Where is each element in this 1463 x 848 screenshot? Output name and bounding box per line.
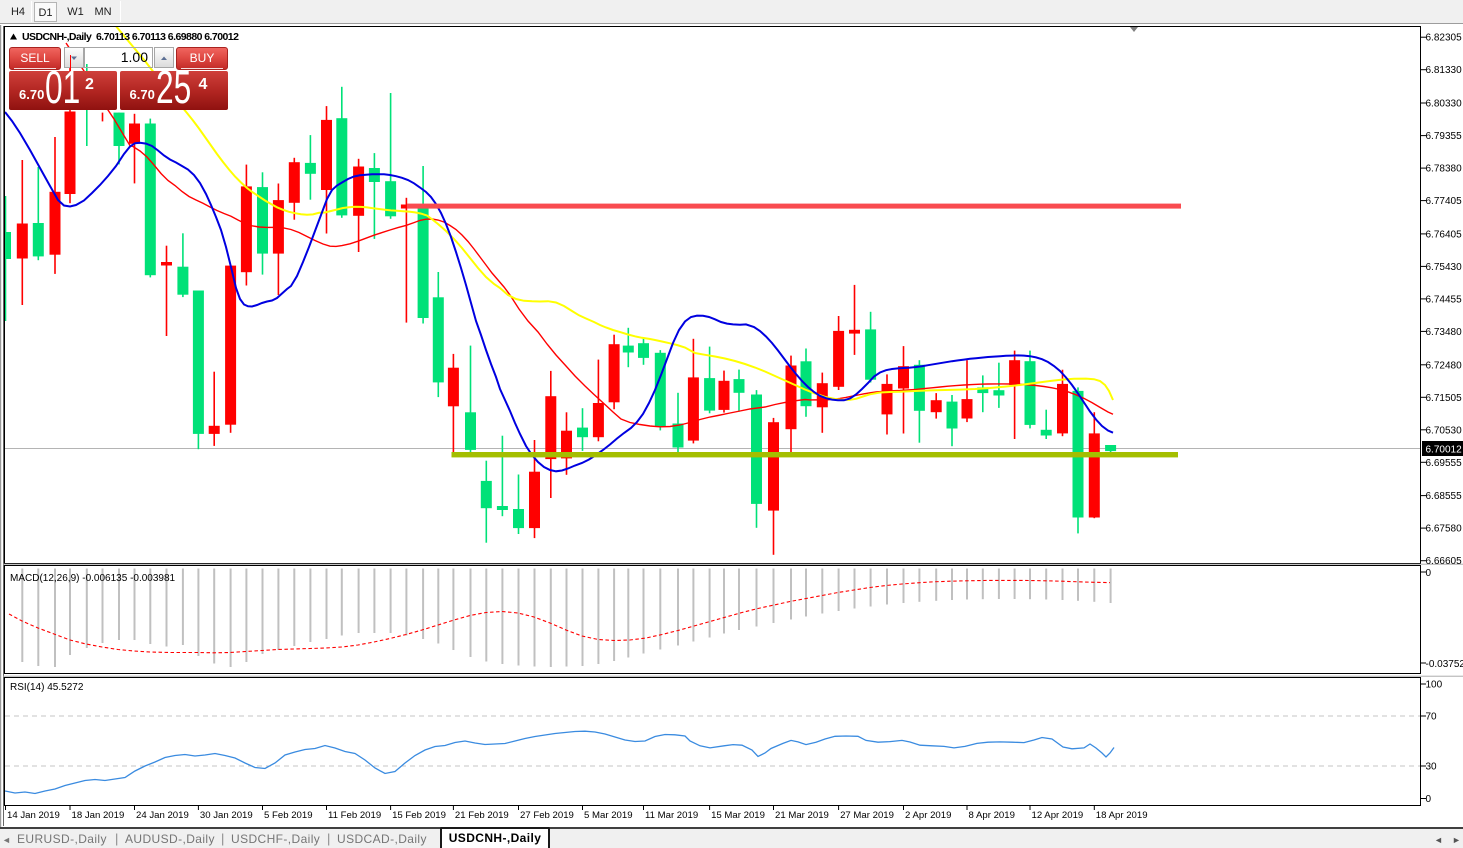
svg-text:18 Apr 2019: 18 Apr 2019 <box>1096 810 1148 821</box>
svg-text:6.74455: 6.74455 <box>1426 294 1463 305</box>
svg-text:-0.03752: -0.03752 <box>1426 659 1463 670</box>
svg-text:0: 0 <box>1426 568 1432 579</box>
svg-text:24 Jan 2019: 24 Jan 2019 <box>136 810 189 821</box>
svg-text:27 Mar 2019: 27 Mar 2019 <box>840 810 894 821</box>
svg-text:6.75430: 6.75430 <box>1426 262 1463 273</box>
svg-text:6.70012: 6.70012 <box>1426 445 1463 456</box>
svg-text:USDCNH-,Daily 6.70113 6.70113: USDCNH-,Daily 6.70113 6.70113 6.69880 6.… <box>22 31 239 43</box>
svg-text:6.66605: 6.66605 <box>1426 556 1463 567</box>
svg-text:6.80330: 6.80330 <box>1426 99 1463 110</box>
svg-text:8 Apr 2019: 8 Apr 2019 <box>969 810 1015 821</box>
svg-text:11 Feb 2019: 11 Feb 2019 <box>328 810 381 821</box>
svg-text:6.68555: 6.68555 <box>1426 491 1463 502</box>
svg-text:6.82305: 6.82305 <box>1426 33 1463 44</box>
svg-text:70: 70 <box>1426 712 1438 723</box>
svg-text:2 Apr 2019: 2 Apr 2019 <box>905 810 951 821</box>
svg-text:6.71505: 6.71505 <box>1426 393 1463 404</box>
svg-text:6.69555: 6.69555 <box>1426 458 1463 469</box>
svg-text:6.70530: 6.70530 <box>1426 425 1463 436</box>
svg-text:0: 0 <box>1426 794 1432 805</box>
svg-text:15 Feb 2019: 15 Feb 2019 <box>392 810 446 821</box>
svg-text:30: 30 <box>1426 762 1438 773</box>
svg-text:6.81330: 6.81330 <box>1426 65 1463 76</box>
svg-text:6.77405: 6.77405 <box>1426 196 1463 207</box>
svg-text:30 Jan 2019: 30 Jan 2019 <box>200 810 253 821</box>
svg-text:15 Mar 2019: 15 Mar 2019 <box>711 810 765 821</box>
svg-text:21 Feb 2019: 21 Feb 2019 <box>455 810 509 821</box>
svg-text:14 Jan 2019: 14 Jan 2019 <box>7 810 60 821</box>
svg-text:100: 100 <box>1426 680 1443 691</box>
svg-text:5 Feb 2019: 5 Feb 2019 <box>264 810 313 821</box>
svg-text:6.67580: 6.67580 <box>1426 524 1463 535</box>
svg-text:6.73480: 6.73480 <box>1426 327 1463 338</box>
svg-text:11 Mar 2019: 11 Mar 2019 <box>645 810 698 821</box>
svg-text:27 Feb 2019: 27 Feb 2019 <box>520 810 574 821</box>
svg-text:MACD(12,26,9) -0.006135 -0.003: MACD(12,26,9) -0.006135 -0.003981 <box>10 573 176 584</box>
svg-text:12 Apr 2019: 12 Apr 2019 <box>1032 810 1084 821</box>
svg-text:6.79355: 6.79355 <box>1426 131 1463 142</box>
svg-text:RSI(14) 45.5272: RSI(14) 45.5272 <box>10 682 84 693</box>
svg-text:5 Mar 2019: 5 Mar 2019 <box>584 810 633 821</box>
svg-text:6.76405: 6.76405 <box>1426 229 1463 240</box>
svg-text:6.78380: 6.78380 <box>1426 164 1463 175</box>
svg-text:6.72480: 6.72480 <box>1426 360 1463 371</box>
svg-text:18 Jan 2019: 18 Jan 2019 <box>72 810 125 821</box>
svg-text:21 Mar 2019: 21 Mar 2019 <box>775 810 829 821</box>
